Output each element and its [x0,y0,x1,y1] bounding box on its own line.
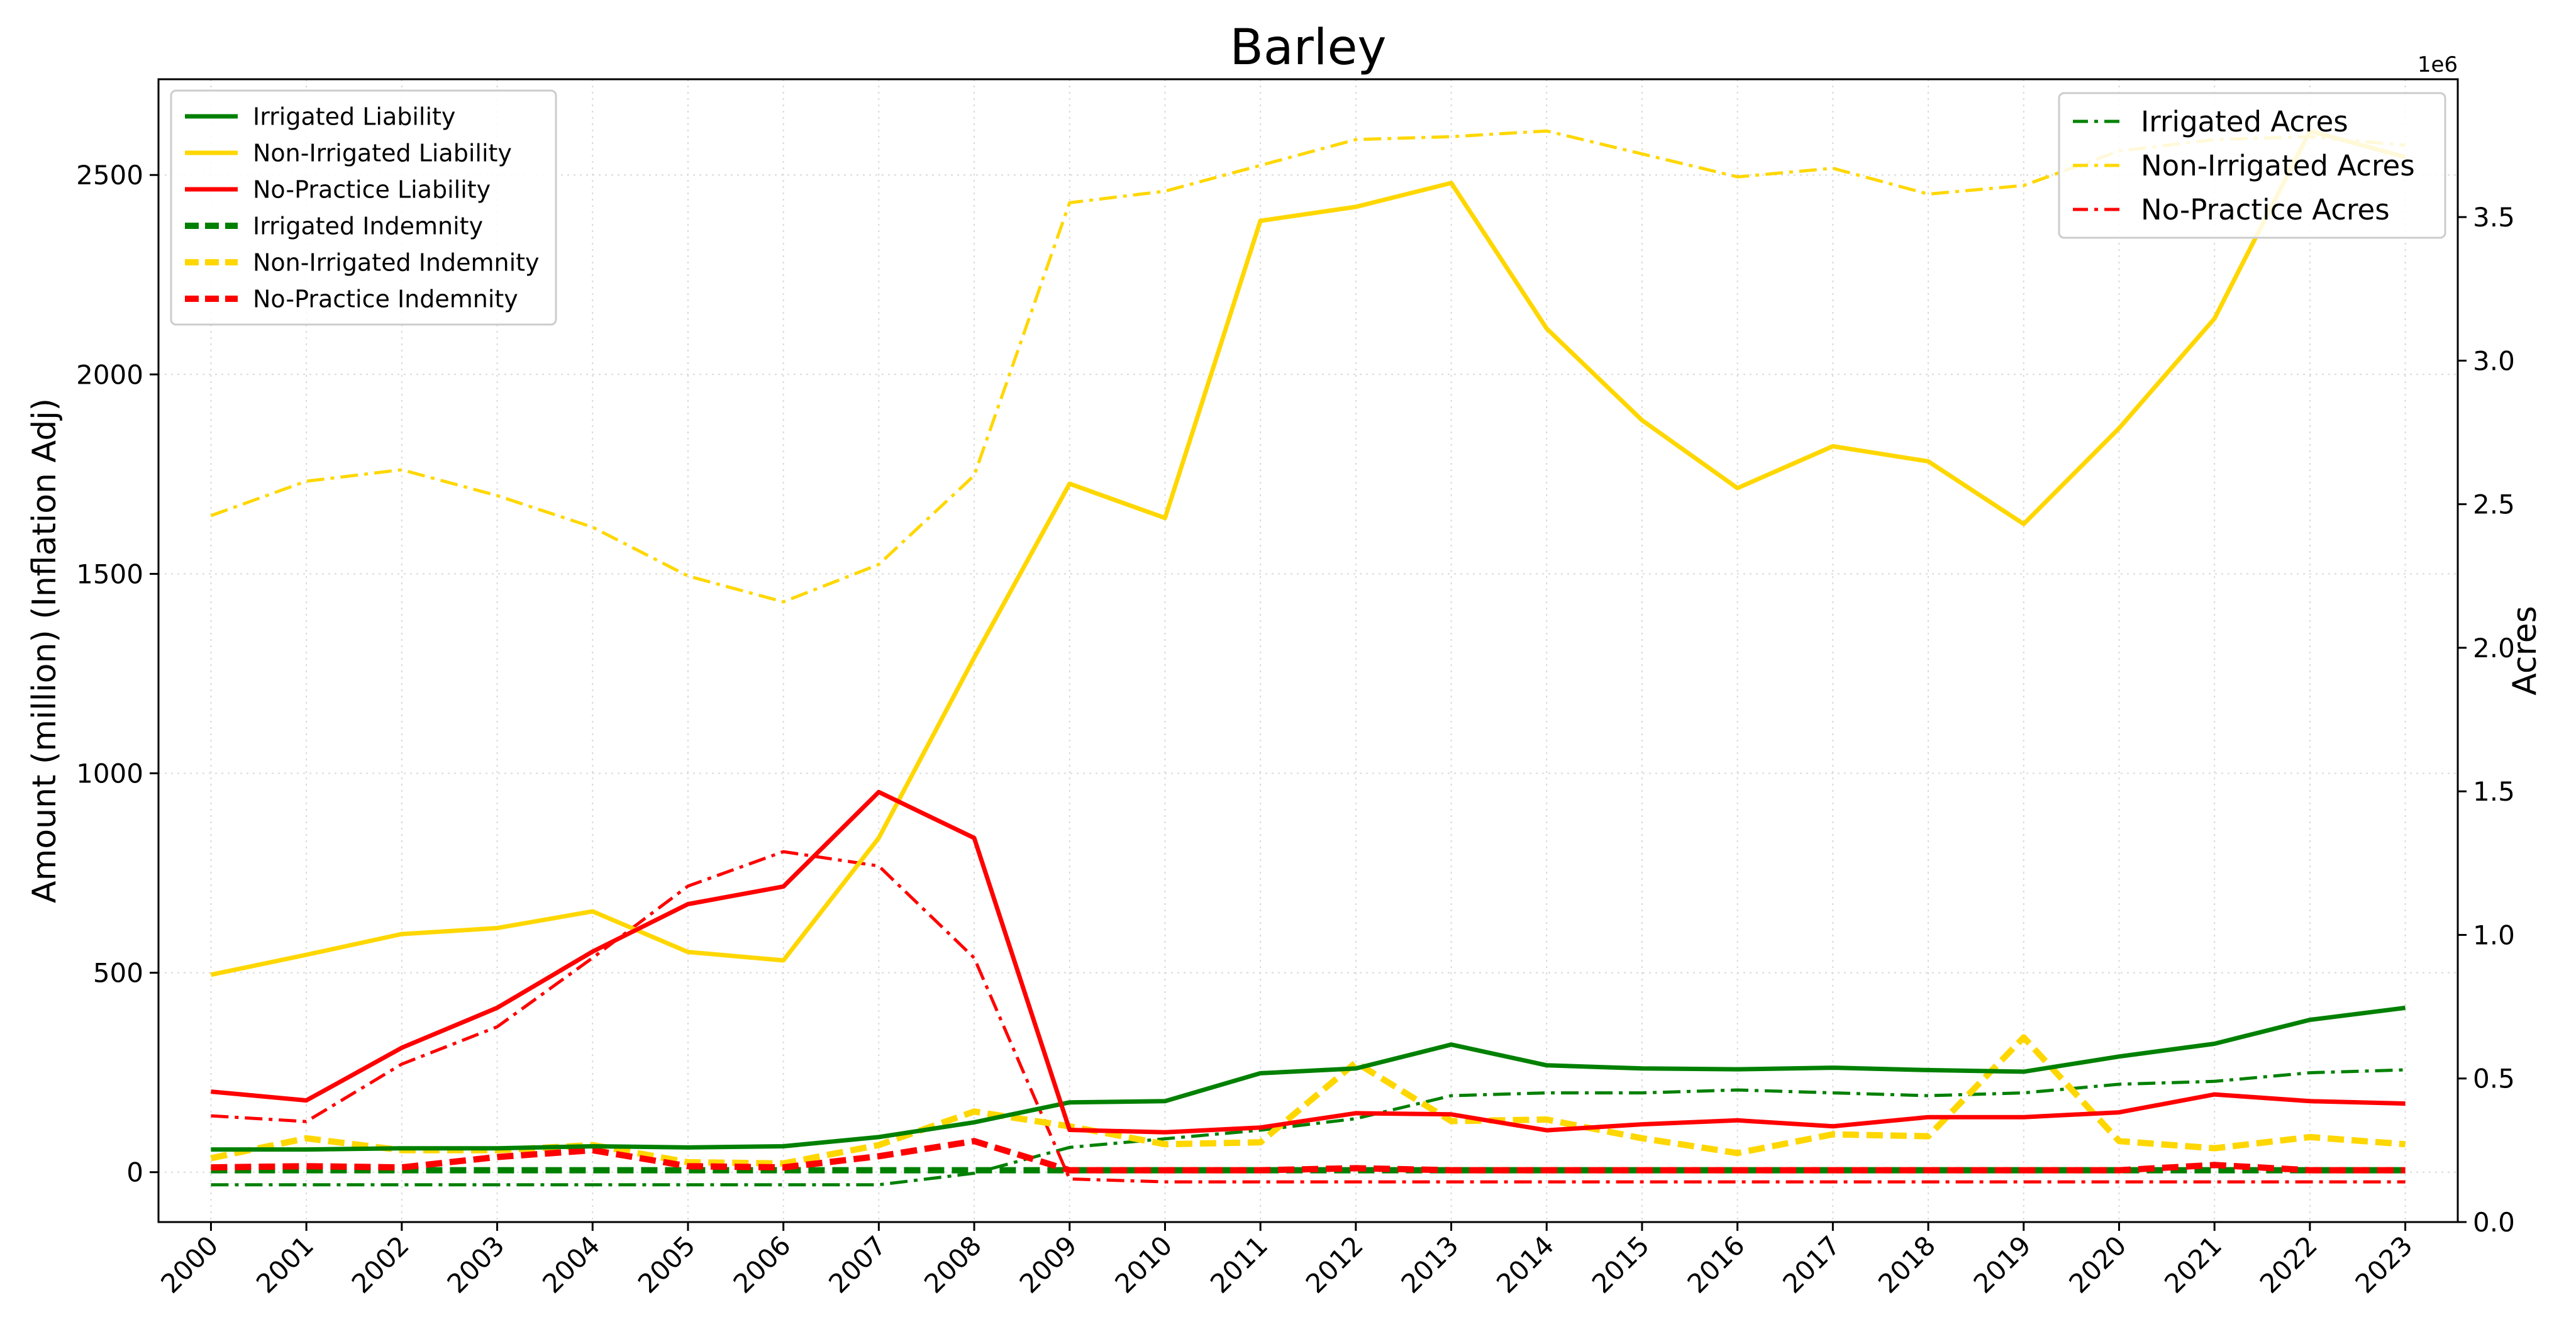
plot-frame [157,78,2459,1223]
series-line-no-practice-liability [211,789,2406,1135]
series-line-non-irrigated-liability [210,128,2406,977]
x-tick-label: 2003 [441,1230,510,1299]
legend-label-no-practice-indemnity: No-Practice Indemnity [253,286,518,313]
legend-label-no-practice-acres: No-Practice Acres [2141,193,2390,226]
x-tick-label: 2019 [1968,1230,2037,1299]
series-line-no-practice-indemnity [211,1138,2406,1174]
legend-label-irrigated-indemnity: Irrigated Indemnity [253,213,483,240]
y-axis-title: Amount (million) (Inflation Adj) [26,398,64,903]
legend-label-non-irrigated-liability: Non-Irrigated Liability [253,140,512,167]
y2-tick-label: 3.0 [2473,345,2515,376]
y-tick-label: 500 [93,958,143,989]
x-tick-label: 2012 [1300,1230,1369,1299]
x-tick-label: 2018 [1872,1230,1941,1299]
y2-tick-label: 1.0 [2473,920,2515,950]
series-lines [210,128,2406,1187]
series-line-no-practice-acres [211,850,2406,1184]
y-tick-label: 0 [126,1157,143,1188]
y2-tick-label: 1.5 [2473,776,2515,807]
y-tick-label: 2000 [76,359,143,390]
y-tick-label: 1500 [76,559,143,589]
y2-tick-label: 0.0 [2473,1207,2515,1238]
x-tick-label: 2008 [918,1230,987,1299]
x-tick-label: 2002 [346,1230,415,1299]
series-line-non-irrigated-acres [210,129,2406,604]
legend-label-no-practice-liability: No-Practice Liability [253,176,491,204]
y2-tick-label: 3.5 [2473,202,2515,233]
y2-tick-label: 0.5 [2473,1064,2515,1094]
y-tick-label: 1000 [76,759,143,789]
x-tick-label: 2013 [1395,1230,1464,1299]
y2-tick-label: 2.5 [2473,489,2515,520]
x-tick-label: 2015 [1586,1230,1655,1299]
x-tick-label: 2017 [1777,1230,1846,1299]
x-tick-label: 2007 [823,1230,892,1299]
y-tick-label: 2500 [76,160,143,191]
legend-amounts: Irrigated Liability Non-Irrigated Liabili… [170,89,557,326]
legend-box [170,89,557,326]
legend-label-irrigated-acres: Irrigated Acres [2141,105,2348,138]
x-tick-label: 2021 [2158,1230,2228,1299]
series-line-non-irrigated-indemnity [210,1034,2406,1167]
x-tick-label: 2006 [727,1230,796,1299]
chart-title: Barley [1230,19,1386,76]
x-tick-label: 2023 [2349,1230,2418,1299]
x-tick-label: 2022 [2254,1230,2323,1299]
x-tick-label: 2005 [632,1230,701,1299]
y2-offset-text: 1e6 [2418,52,2458,77]
x-tick-label: 2020 [2063,1230,2132,1299]
series-line-irrigated-acres [211,1068,2406,1187]
legend-label-irrigated-liability: Irrigated Liability [253,103,455,131]
x-tick-label: 2016 [1681,1230,1750,1299]
x-tick-label: 2004 [536,1230,606,1299]
legend-label-non-irrigated-indemnity: Non-Irrigated Indemnity [253,249,540,277]
x-tick-label: 2000 [155,1230,224,1299]
x-tick-label: 2011 [1204,1230,1274,1299]
axes: 2000 2001 2002 2003 2004 2005 2006 2007 2008 2009… [76,160,2515,1299]
series-line-irrigated-liability [211,1005,2406,1152]
legend-acres: Irrigated Acres Non-Irrigated Acres No-Pra… [2058,92,2446,239]
legend-box [2058,92,2446,239]
x-tick-label: 2001 [250,1230,319,1299]
x-tick-label: 2010 [1109,1230,1178,1299]
y2-axis-title: Acres [2506,606,2544,696]
legend-label-non-irrigated-acres: Non-Irrigated Acres [2141,149,2415,182]
x-tick-label: 2014 [1491,1230,1560,1299]
x-tick-label: 2009 [1014,1230,1083,1299]
y2-tick-label: 2.0 [2473,633,2515,664]
